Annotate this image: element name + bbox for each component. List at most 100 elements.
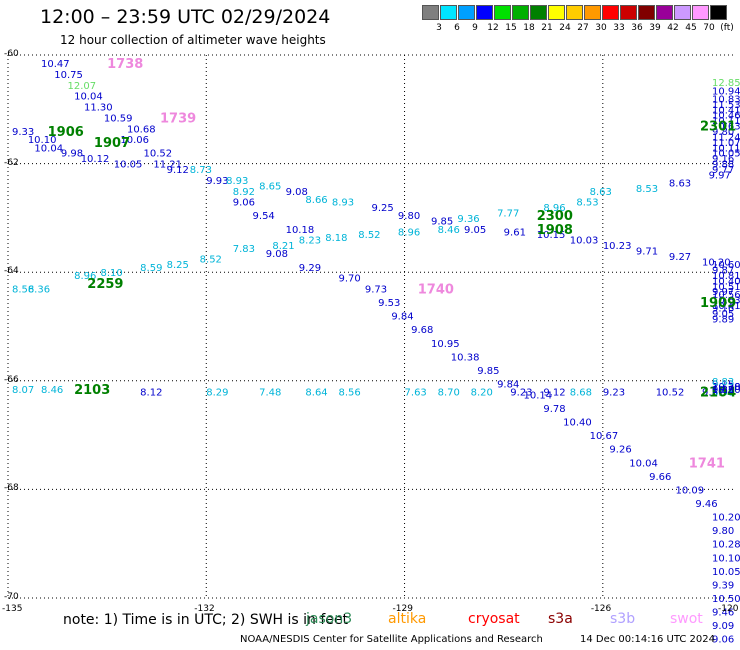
wave-height-value: 9.29 bbox=[299, 263, 321, 274]
wave-height-value: 9.98 bbox=[61, 149, 83, 160]
wave-height-value: 9.71 bbox=[636, 246, 658, 257]
wave-height-value: 10.28 bbox=[712, 540, 740, 551]
legend-swatch bbox=[692, 5, 709, 20]
wave-height-value: 9.23 bbox=[603, 388, 625, 399]
wave-height-value: 10.63 bbox=[712, 122, 740, 133]
wave-height-value: 7.77 bbox=[497, 208, 519, 219]
legend-unit: (ft) bbox=[720, 23, 734, 33]
wave-height-value: 9.53 bbox=[378, 298, 400, 309]
wave-height-value: 8.25 bbox=[167, 260, 189, 271]
wave-height-value: 8.10 bbox=[101, 268, 123, 279]
wave-height-value: 9.66 bbox=[649, 472, 671, 483]
legend-swatch bbox=[620, 5, 637, 20]
y-tick-label: -64 bbox=[4, 266, 19, 277]
wave-height-value: 9.51 bbox=[702, 388, 724, 399]
wave-height-value: 9.39 bbox=[712, 580, 734, 591]
wave-height-value: 10.83 bbox=[712, 94, 740, 105]
legend-label: 27 bbox=[577, 23, 589, 33]
wave-height-value: 9.80 bbox=[398, 211, 420, 222]
legend-label: 12 bbox=[487, 23, 499, 33]
wave-height-value: 10.40 bbox=[563, 418, 592, 429]
wave-height-value: 10.12 bbox=[81, 154, 110, 165]
wave-height-value: 10.10 bbox=[28, 135, 57, 146]
wave-height-value: 10.51 bbox=[712, 282, 740, 293]
wave-height-value: 9.08 bbox=[266, 249, 288, 260]
wave-height-value: 9.68 bbox=[411, 325, 433, 336]
wave-height-value: 10.05 bbox=[712, 149, 740, 160]
legend-swatch bbox=[476, 5, 493, 20]
wave-height-value: 11.21 bbox=[153, 160, 182, 171]
wave-height-value: 10.52 bbox=[143, 149, 172, 160]
wave-height-value: 8.96 bbox=[398, 227, 420, 238]
pass-time-label: 2104 bbox=[700, 386, 736, 401]
wave-height-value: 10.41 bbox=[712, 105, 740, 116]
wave-height-value: 8.53 bbox=[576, 198, 598, 209]
note-text: note: 1) Time is in UTC; 2) SWH is in fe… bbox=[63, 612, 349, 628]
wave-height-value: 8.96 bbox=[74, 271, 96, 282]
wave-height-value: 10.63 bbox=[712, 295, 740, 306]
wave-height-value: 8.97 bbox=[712, 388, 734, 399]
wave-height-value: 9.88 bbox=[712, 160, 734, 171]
legend-label: 36 bbox=[631, 23, 643, 33]
legend-swatch bbox=[440, 5, 457, 20]
wave-height-value: 8.58 bbox=[712, 388, 734, 399]
wave-height-value: 10.56 bbox=[712, 290, 740, 301]
wave-height-value: 9.84 bbox=[391, 312, 413, 323]
wave-height-value: 9.12 bbox=[167, 165, 189, 176]
wave-height-value: 9.08 bbox=[286, 187, 308, 198]
wave-height-value: 8.70 bbox=[438, 388, 460, 399]
wave-height-value: 9.54 bbox=[253, 211, 275, 222]
wave-height-value: 9.73 bbox=[365, 284, 387, 295]
satellite-jason3: jason3 bbox=[306, 611, 353, 627]
wave-height-value: 9.15 bbox=[712, 380, 734, 391]
wave-height-value: 9.16 bbox=[712, 154, 734, 165]
wave-height-value: 9.25 bbox=[372, 203, 394, 214]
wave-height-value: 8.96 bbox=[543, 203, 565, 214]
pass-time-label: 1739 bbox=[160, 111, 196, 126]
y-tick-label: -60 bbox=[4, 49, 19, 59]
legend-swatch bbox=[584, 5, 601, 20]
wave-height-value: 10.03 bbox=[570, 236, 599, 247]
legend-label: 30 bbox=[595, 23, 607, 33]
wave-height-value: 10.04 bbox=[74, 92, 103, 103]
legend-label: 21 bbox=[541, 23, 553, 33]
wave-height-value: 10.95 bbox=[431, 339, 460, 350]
wave-height-value: 7.48 bbox=[259, 388, 281, 399]
wave-height-value: 9.78 bbox=[543, 404, 565, 415]
wave-height-value: 9.26 bbox=[609, 445, 631, 456]
wave-height-value: 8.12 bbox=[140, 388, 162, 399]
satellite-cryosat: cryosat bbox=[468, 611, 520, 627]
wave-height-value: 10.81 bbox=[712, 271, 740, 282]
wave-height-value: 10.14 bbox=[524, 390, 553, 401]
legend-swatch bbox=[494, 5, 511, 20]
wave-height-value: 8.93 bbox=[226, 176, 248, 187]
legend-swatch bbox=[602, 5, 619, 20]
wave-height-value: 9.06 bbox=[233, 198, 255, 209]
wave-height-value: 7.63 bbox=[405, 388, 427, 399]
pass-time-label: 1907 bbox=[94, 136, 130, 151]
wave-height-value: 9.84 bbox=[497, 380, 519, 391]
pass-time-label: 2103 bbox=[74, 383, 110, 398]
wave-height-value: 10.05 bbox=[114, 160, 143, 171]
legend-swatch bbox=[458, 5, 475, 20]
pass-time-label: 2259 bbox=[87, 277, 123, 292]
wave-height-value: 8.56 bbox=[338, 388, 360, 399]
wave-height-value: 10.11 bbox=[712, 116, 740, 127]
pass-time-label: 1909 bbox=[700, 296, 736, 311]
legend-label: 45 bbox=[685, 23, 697, 33]
wave-height-value: 10.75 bbox=[54, 70, 83, 81]
wave-height-value: 9.97 bbox=[712, 287, 734, 298]
pass-time-label: 1738 bbox=[107, 57, 143, 72]
pass-time-label: 1908 bbox=[537, 223, 573, 238]
wave-height-value: 9.85 bbox=[477, 366, 499, 377]
wave-height-value: 10.23 bbox=[603, 241, 632, 252]
wave-height-value: 10.41 bbox=[712, 301, 740, 312]
page-subtitle: 12 hour collection of altimeter wave hei… bbox=[60, 33, 326, 47]
y-tick-label: -70 bbox=[4, 592, 19, 602]
legend-label: 6 bbox=[454, 23, 460, 33]
x-tick-label: -132 bbox=[194, 604, 215, 614]
x-tick-label: -135 bbox=[2, 604, 23, 614]
legend-label: 3 bbox=[436, 23, 442, 33]
wave-height-value: 8.29 bbox=[206, 388, 228, 399]
satellite-swot: swot bbox=[670, 611, 703, 627]
